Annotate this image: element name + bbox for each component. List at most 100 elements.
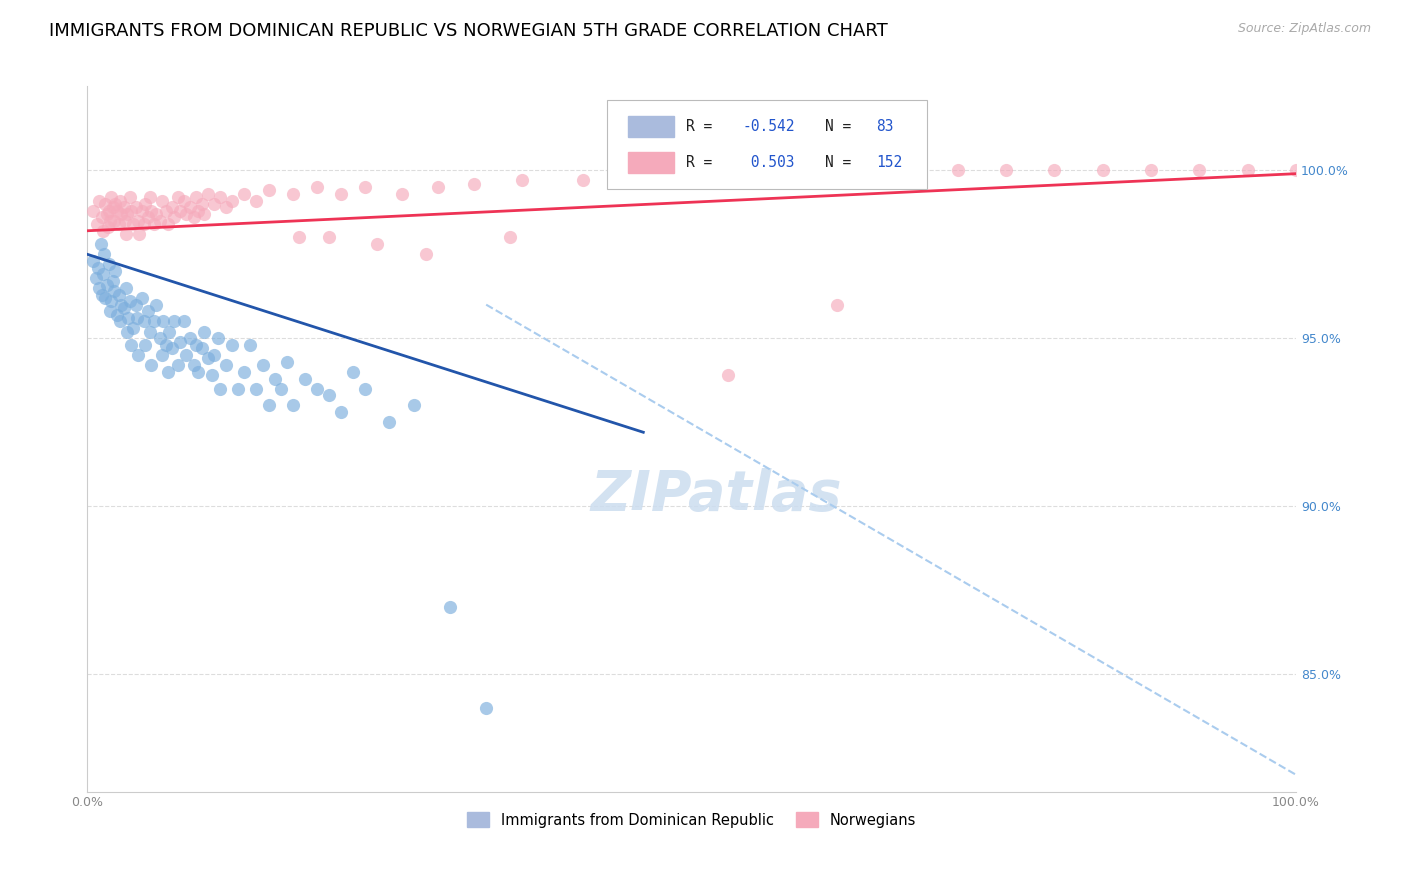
Norwegians xyxy=(1140,163,1163,178)
Norwegians xyxy=(108,194,131,208)
Immigrants from Dominican Republic xyxy=(233,365,256,379)
Immigrants from Dominican Republic xyxy=(207,331,229,345)
Norwegians xyxy=(112,200,135,214)
Norwegians xyxy=(131,203,153,218)
Immigrants from Dominican Republic xyxy=(252,358,274,372)
Text: 0.503: 0.503 xyxy=(742,155,794,169)
Norwegians xyxy=(191,197,214,211)
Norwegians xyxy=(1285,163,1308,178)
Immigrants from Dominican Republic xyxy=(209,382,232,396)
Immigrants from Dominican Republic xyxy=(104,264,127,278)
Immigrants from Dominican Republic xyxy=(155,338,177,352)
Norwegians xyxy=(288,230,311,244)
Immigrants from Dominican Republic xyxy=(131,291,153,305)
Norwegians xyxy=(90,211,112,225)
Norwegians xyxy=(717,368,740,383)
Norwegians xyxy=(132,217,155,231)
Norwegians xyxy=(1188,163,1211,178)
Immigrants from Dominican Republic xyxy=(120,338,142,352)
Immigrants from Dominican Republic xyxy=(134,338,156,352)
Norwegians xyxy=(122,217,145,231)
Norwegians xyxy=(1091,163,1114,178)
Text: R =: R = xyxy=(686,155,721,169)
Norwegians xyxy=(118,190,141,204)
Norwegians xyxy=(179,200,201,214)
Text: Source: ZipAtlas.com: Source: ZipAtlas.com xyxy=(1237,22,1371,36)
Text: IMMIGRANTS FROM DOMINICAN REPUBLIC VS NORWEGIAN 5TH GRADE CORRELATION CHART: IMMIGRANTS FROM DOMINICAN REPUBLIC VS NO… xyxy=(49,22,889,40)
Norwegians xyxy=(115,207,138,221)
Immigrants from Dominican Republic xyxy=(191,341,214,355)
Immigrants from Dominican Republic xyxy=(179,331,201,345)
Norwegians xyxy=(104,197,127,211)
Immigrants from Dominican Republic xyxy=(90,237,112,252)
Norwegians xyxy=(134,197,156,211)
Immigrants from Dominican Republic xyxy=(202,348,225,362)
Norwegians xyxy=(305,180,328,194)
Norwegians xyxy=(136,211,159,225)
Norwegians xyxy=(607,173,630,187)
Norwegians xyxy=(155,203,177,218)
Immigrants from Dominican Republic xyxy=(141,358,163,372)
Immigrants from Dominican Republic xyxy=(197,351,219,366)
Norwegians xyxy=(157,217,180,231)
Norwegians xyxy=(169,203,191,218)
Immigrants from Dominican Republic xyxy=(110,298,132,312)
Immigrants from Dominican Republic xyxy=(125,311,148,326)
Norwegians xyxy=(233,186,256,201)
Norwegians xyxy=(115,227,138,241)
Immigrants from Dominican Republic xyxy=(239,338,262,352)
Norwegians xyxy=(644,169,666,184)
Norwegians xyxy=(215,200,238,214)
Norwegians xyxy=(145,207,167,221)
Norwegians xyxy=(391,186,413,201)
Immigrants from Dominican Republic xyxy=(96,277,118,292)
Immigrants from Dominican Republic xyxy=(82,254,104,268)
Norwegians xyxy=(98,213,121,227)
Norwegians xyxy=(103,213,125,227)
Immigrants from Dominican Republic xyxy=(402,398,425,412)
Immigrants from Dominican Republic xyxy=(281,398,304,412)
Norwegians xyxy=(110,207,132,221)
Immigrants from Dominican Republic xyxy=(221,338,243,352)
Immigrants from Dominican Republic xyxy=(132,314,155,328)
Immigrants from Dominican Republic xyxy=(342,365,364,379)
Immigrants from Dominican Republic xyxy=(150,348,173,362)
Immigrants from Dominican Republic xyxy=(136,304,159,318)
Norwegians xyxy=(245,194,267,208)
Legend: Immigrants from Dominican Republic, Norwegians: Immigrants from Dominican Republic, Norw… xyxy=(461,806,922,834)
Immigrants from Dominican Republic xyxy=(108,314,131,328)
Immigrants from Dominican Republic xyxy=(270,382,292,396)
Norwegians xyxy=(572,173,595,187)
Norwegians xyxy=(120,203,142,218)
Norwegians xyxy=(221,194,243,208)
Immigrants from Dominican Republic xyxy=(101,274,124,288)
Norwegians xyxy=(193,207,215,221)
Norwegians xyxy=(167,190,190,204)
Norwegians xyxy=(96,207,118,221)
Norwegians xyxy=(89,194,111,208)
Norwegians xyxy=(1236,163,1258,178)
Norwegians xyxy=(202,197,225,211)
Norwegians xyxy=(318,230,340,244)
Norwegians xyxy=(127,213,149,227)
Immigrants from Dominican Republic xyxy=(117,311,139,326)
Norwegians xyxy=(463,177,485,191)
Norwegians xyxy=(173,194,195,208)
Norwegians xyxy=(994,163,1017,178)
Immigrants from Dominican Republic xyxy=(318,388,340,402)
Immigrants from Dominican Republic xyxy=(167,358,190,372)
Immigrants from Dominican Republic xyxy=(98,257,121,271)
Norwegians xyxy=(825,298,848,312)
Norwegians xyxy=(98,203,121,218)
Norwegians xyxy=(426,180,449,194)
Norwegians xyxy=(100,190,122,204)
Immigrants from Dominican Republic xyxy=(160,341,183,355)
Immigrants from Dominican Republic xyxy=(215,358,238,372)
Norwegians xyxy=(124,200,146,214)
Norwegians xyxy=(849,167,872,181)
Immigrants from Dominican Republic xyxy=(93,247,115,261)
Immigrants from Dominican Republic xyxy=(115,281,138,295)
Immigrants from Dominican Republic xyxy=(124,298,146,312)
Norwegians xyxy=(281,186,304,201)
Immigrants from Dominican Republic xyxy=(100,294,122,309)
